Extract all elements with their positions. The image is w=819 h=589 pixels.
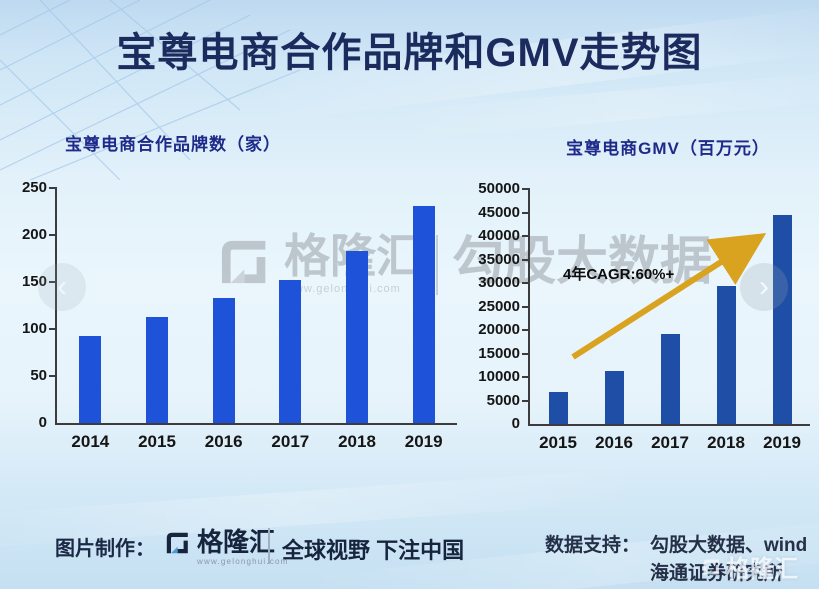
prev-button[interactable]: ‹ xyxy=(38,263,86,311)
y-axis-tick-mark xyxy=(522,211,530,214)
chevron-right-icon: › xyxy=(759,270,769,303)
y-axis-tick-mark xyxy=(522,352,530,355)
y-axis-tick-label: 0 xyxy=(511,415,520,432)
x-axis-tick-label: 2018 xyxy=(707,433,745,452)
left-chart-title: 宝尊电商合作品牌数（家） xyxy=(65,135,281,154)
bar-2019 xyxy=(772,215,792,424)
bar-2017 xyxy=(279,280,302,423)
right-chart-title: 宝尊电商GMV（百万元） xyxy=(566,139,770,158)
bar-2015 xyxy=(548,392,568,424)
bar-2015 xyxy=(146,316,168,423)
page-title: 宝尊电商合作品牌和GMV走势图 xyxy=(116,31,703,75)
y-axis-tick-label: 15000 xyxy=(478,344,520,362)
data-support-line1: 勾股大数据、wind xyxy=(650,535,808,556)
x-axis-tick-label: 2017 xyxy=(271,432,310,451)
x-axis-tick-label: 2019 xyxy=(763,433,801,452)
y-axis-tick-mark xyxy=(522,376,530,378)
y-axis-tick-label: 10000 xyxy=(478,368,520,385)
y-axis-tick-mark xyxy=(522,258,530,261)
y-axis-tick-mark xyxy=(49,187,57,189)
x-axis-tick-label: 2014 xyxy=(71,432,110,451)
y-axis-tick-mark xyxy=(49,328,57,330)
bar-2019 xyxy=(412,205,435,423)
y-axis-tick-label: 5000 xyxy=(486,391,520,409)
corner-watermark: 格隆汇 xyxy=(700,549,798,584)
y-axis-tick-mark xyxy=(522,399,530,402)
bar-2016 xyxy=(212,297,235,423)
data-support-label: 数据支持： xyxy=(545,535,641,556)
y-axis-tick-label: 200 xyxy=(21,226,47,243)
y-axis-tick-mark xyxy=(49,281,57,283)
y-axis-tick-label: 50000 xyxy=(478,180,520,197)
footer-brand-block: 格隆汇 www.gelonghui.com xyxy=(197,529,289,566)
y-axis-tick-label: 45000 xyxy=(478,203,520,221)
y-axis-tick-mark xyxy=(522,188,530,190)
x-axis-tick-label: 2015 xyxy=(539,433,577,452)
y-axis-tick-label: 35000 xyxy=(478,250,520,268)
footer-brand-site: www.gelonghui.com xyxy=(197,557,289,566)
footer-divider xyxy=(268,528,270,564)
y-axis-tick-label: 100 xyxy=(21,320,47,337)
y-axis-tick-label: 50 xyxy=(30,367,47,384)
y-axis-tick-mark xyxy=(49,375,57,377)
bar-2018 xyxy=(716,285,736,424)
watermark-partner: 勾股大数据 xyxy=(452,233,713,291)
gelonghui-logo-icon xyxy=(221,240,266,284)
y-axis-tick-label: 0 xyxy=(38,414,47,431)
gelonghui-logo-icon xyxy=(703,559,719,574)
bar-2016 xyxy=(604,371,624,424)
watermark-site: www.gelonghui.com xyxy=(286,283,401,295)
brands-chart-plot: 0 50 100 150 200 250 2014 2015 2016 2017 2018 2019 xyxy=(22,179,457,451)
made-by-label: 图片制作： xyxy=(55,538,155,560)
footer-brand-name: 格隆汇 xyxy=(197,527,276,557)
y-axis-tick-mark xyxy=(522,305,530,308)
chevron-left-icon: ‹ xyxy=(57,270,67,303)
bar-2014 xyxy=(79,335,102,423)
x-axis-tick-label: 2017 xyxy=(651,433,689,452)
y-axis-tick-label: 30000 xyxy=(478,274,520,291)
y-axis-tick-label: 25000 xyxy=(478,297,520,315)
background-streak xyxy=(379,68,819,142)
bar-2018 xyxy=(346,250,368,423)
footer-slogan: 全球视野 下注中国 xyxy=(282,538,465,563)
y-axis-tick-label: 40000 xyxy=(478,227,520,244)
y-axis-tick-label: 250 xyxy=(21,179,47,196)
y-axis-tick-mark xyxy=(522,235,530,237)
gelonghui-logo-icon xyxy=(166,532,188,554)
gmv-chart-plot: 4年CAGR:60%+ 0 5000 10000 15000 20000 25000 300… xyxy=(478,180,810,452)
next-button[interactable]: › xyxy=(740,263,788,311)
corner-watermark-brand: 格隆汇 xyxy=(726,556,798,583)
y-axis-tick-mark xyxy=(522,282,530,284)
x-axis-tick-label: 2016 xyxy=(204,432,243,451)
x-axis-tick-label: 2019 xyxy=(404,432,443,451)
x-axis-tick-label: 2015 xyxy=(138,432,176,451)
watermark-divider xyxy=(436,235,438,295)
cagr-trend-arrow-icon xyxy=(571,233,767,360)
x-axis-tick-label: 2016 xyxy=(595,433,633,452)
y-axis-tick-mark xyxy=(522,329,530,331)
bar-2017 xyxy=(660,334,680,424)
y-axis-tick-label: 150 xyxy=(21,273,47,290)
cagr-annotation: 4年CAGR:60%+ xyxy=(563,266,675,283)
y-axis-tick-label: 20000 xyxy=(478,321,520,338)
x-axis-tick-label: 2018 xyxy=(338,432,376,451)
y-axis-tick-mark xyxy=(49,234,57,236)
